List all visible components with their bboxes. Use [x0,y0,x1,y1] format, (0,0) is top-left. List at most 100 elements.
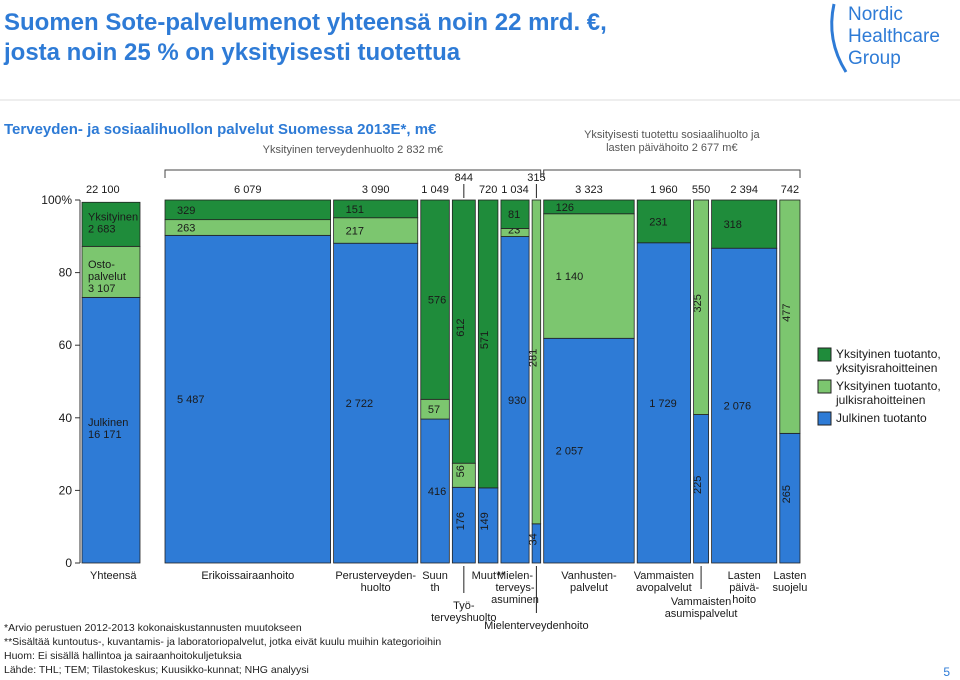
segment-label: 329 [177,205,195,217]
segment-label: 231 [649,216,667,228]
segment [711,247,778,564]
total-label: 1 049 [421,184,449,196]
segment [543,199,635,215]
segment-label: 176 [455,512,467,530]
segment [164,199,331,221]
segment [477,199,499,489]
y-tick-label: 60 [59,338,73,352]
total-label: 2 394 [730,184,758,196]
legend-swatch [817,411,832,426]
total-label: 742 [781,184,799,196]
logo-swoosh [830,3,848,73]
segment [81,201,141,247]
segment-label: 930 [508,395,526,407]
segment-name: Osto-palvelut [88,259,126,283]
group-bracket [164,169,542,178]
segment-label: 2 683 [88,223,116,235]
segment [333,242,419,564]
segment-label: 318 [724,219,742,231]
segment-label: 34 [527,533,539,545]
logo: Nordic Healthcare Group [848,4,940,69]
segment-label: 263 [177,222,195,234]
category-label: Vammaisten avopalvelut [634,570,694,594]
segment-label: 576 [428,295,446,307]
segment [420,199,450,400]
segment [420,418,450,564]
segment-label: 149 [479,512,491,530]
segment-label: 3 107 [88,283,116,295]
segment-label: 265 [781,485,793,503]
total-label: 22 100 [86,184,120,196]
segment-label: 2 057 [556,446,584,458]
segment [500,199,530,229]
segment [164,234,331,564]
category-label: Työ-terveyshuolto [431,600,496,624]
segment-label: 1 729 [649,398,677,410]
slide-title: Suomen Sote-palvelumenot yhteensä noin 2… [3,9,607,66]
segment [81,296,141,564]
group-label: Yksityinen terveydenhuolto 2 832 m€ [263,144,443,156]
segment-label: 81 [508,209,520,221]
segment [333,217,419,244]
category-label: Yhteensä [90,570,137,582]
segment-label: 2 722 [346,398,374,410]
y-tick-label: 100% [41,193,72,207]
category-label: Lasten suojelu [772,570,807,594]
total-label: 550 [692,184,710,196]
segment-name: Julkinen [88,417,128,429]
segment-label: 325 [692,294,704,312]
legend-label: Julkinen tuotanto [836,411,927,425]
segment [636,242,691,564]
y-tick-label: 40 [59,411,73,425]
total-label: 720 [479,184,497,196]
category-label: Erikoissairaanhoito [201,570,294,582]
total-label: 1 034 [501,184,529,196]
category-label: Perusterveyden-huolto [335,570,416,594]
segment-label: 416 [428,486,446,498]
category-label: Mielenterveydenhoito [484,620,589,632]
footnote: Huom: Ei sisällä hallintoa ja sairaanhoi… [4,650,242,662]
footnote: Lähde: THL; TEM; Tilastokeskus; Kuusikko… [4,664,309,676]
total-label: 3 323 [575,184,603,196]
y-tick-label: 80 [59,266,73,280]
segment [500,236,530,564]
segment [543,337,635,564]
segment [693,199,709,415]
y-tick-label: 0 [65,556,72,570]
segment-label: 57 [428,404,440,416]
total-label: 3 090 [362,184,390,196]
segment-label: 56 [455,465,467,477]
segment-label: 281 [527,349,539,367]
total-label: 315 [527,172,545,184]
segment [779,199,801,434]
segment-label: 477 [781,303,793,321]
legend-swatch [817,347,832,362]
group-bracket [543,169,801,178]
legend-label: Yksityinen tuotanto, yksityisrahoitteinen [836,347,941,375]
segment [81,245,141,298]
segment [636,199,691,244]
category-label: Vanhusten-palvelut [561,570,617,594]
total-label: 1 960 [650,184,678,196]
category-label: Mielen-terveys-asuminen [491,570,539,606]
segment-label: 126 [556,202,574,214]
segment [451,199,476,464]
group-label: Yksityisesti tuotettu sosiaalihuolto ja l… [584,129,760,154]
segment-label: 571 [479,331,491,349]
total-label: 6 079 [234,184,262,196]
segment-label: 1 140 [556,271,584,283]
y-tick-label: 20 [59,483,73,497]
segment-label: 151 [346,204,364,216]
segment-label: 5 487 [177,394,205,406]
page-number: 5 [943,665,950,679]
segment [333,199,419,219]
segment-label: 2 076 [724,401,752,413]
category-label: Suun th [422,570,448,594]
footnote: *Arvio perustuen 2012-2013 kokonaiskusta… [4,622,302,634]
segment-label: 16 171 [88,429,122,441]
segment-name: Yksityinen [88,211,138,223]
segment [531,199,542,525]
segment-label: 217 [346,225,364,237]
legend-label: Yksityinen tuotanto, julkisrahoitteinen [835,379,941,407]
